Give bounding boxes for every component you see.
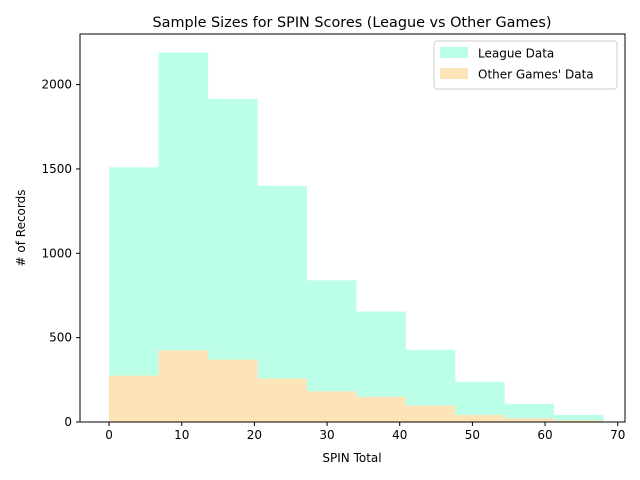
- other-games-data-bar-2: [207, 359, 258, 422]
- x-tick-label: 60: [537, 428, 552, 442]
- y-tick-label: 1000: [41, 246, 72, 260]
- other-games-data-bar-1: [158, 350, 209, 422]
- other-games-data-bar-0: [109, 375, 159, 422]
- other-games-data-bar-3: [257, 378, 308, 422]
- plot-frame: [79, 33, 626, 423]
- legend: League Data Other Games' Data: [433, 40, 618, 90]
- legend-label-other-games-data: Other Games' Data: [478, 68, 594, 82]
- league-data-bar-8: [504, 403, 555, 422]
- x-tick-label: 40: [392, 428, 407, 442]
- x-tick-label: 10: [174, 428, 189, 442]
- other-games-data-bar-9: [553, 420, 604, 422]
- chart-title: Sample Sizes for SPIN Scores (League vs …: [153, 15, 552, 31]
- legend-box: [433, 40, 618, 90]
- other-games-data-bar-4: [306, 391, 357, 422]
- y-axis-label: # of Records: [14, 190, 28, 267]
- y-tick-label: 1500: [41, 162, 72, 176]
- legend-swatch-league-data: [440, 47, 468, 58]
- x-axis-ticks: 0 10 20 30 40 50 60 70: [105, 422, 625, 442]
- x-tick-label: 0: [105, 428, 113, 442]
- league-data-bar-9: [553, 414, 604, 422]
- x-tick-label: 20: [247, 428, 262, 442]
- x-tick-label: 30: [319, 428, 334, 442]
- x-axis-label: SPIN Total: [322, 451, 381, 465]
- legend-label-league-data: League Data: [478, 47, 554, 61]
- y-axis-ticks: 0 500 1000 1500 2000: [41, 78, 80, 429]
- other-games-data-bar-7: [454, 414, 505, 422]
- other-games-data-bar-8: [504, 418, 555, 422]
- y-tick-label: 0: [64, 415, 72, 429]
- other-games-data-bar-5: [356, 396, 406, 422]
- y-tick-label: 2000: [41, 78, 72, 92]
- legend-swatch-other-games-data: [440, 68, 468, 79]
- y-tick-label: 500: [49, 331, 72, 345]
- x-tick-label: 70: [610, 428, 625, 442]
- other-games-data-bar-6: [405, 405, 456, 422]
- x-tick-label: 50: [465, 428, 480, 442]
- other-games-data-bars: [109, 350, 604, 422]
